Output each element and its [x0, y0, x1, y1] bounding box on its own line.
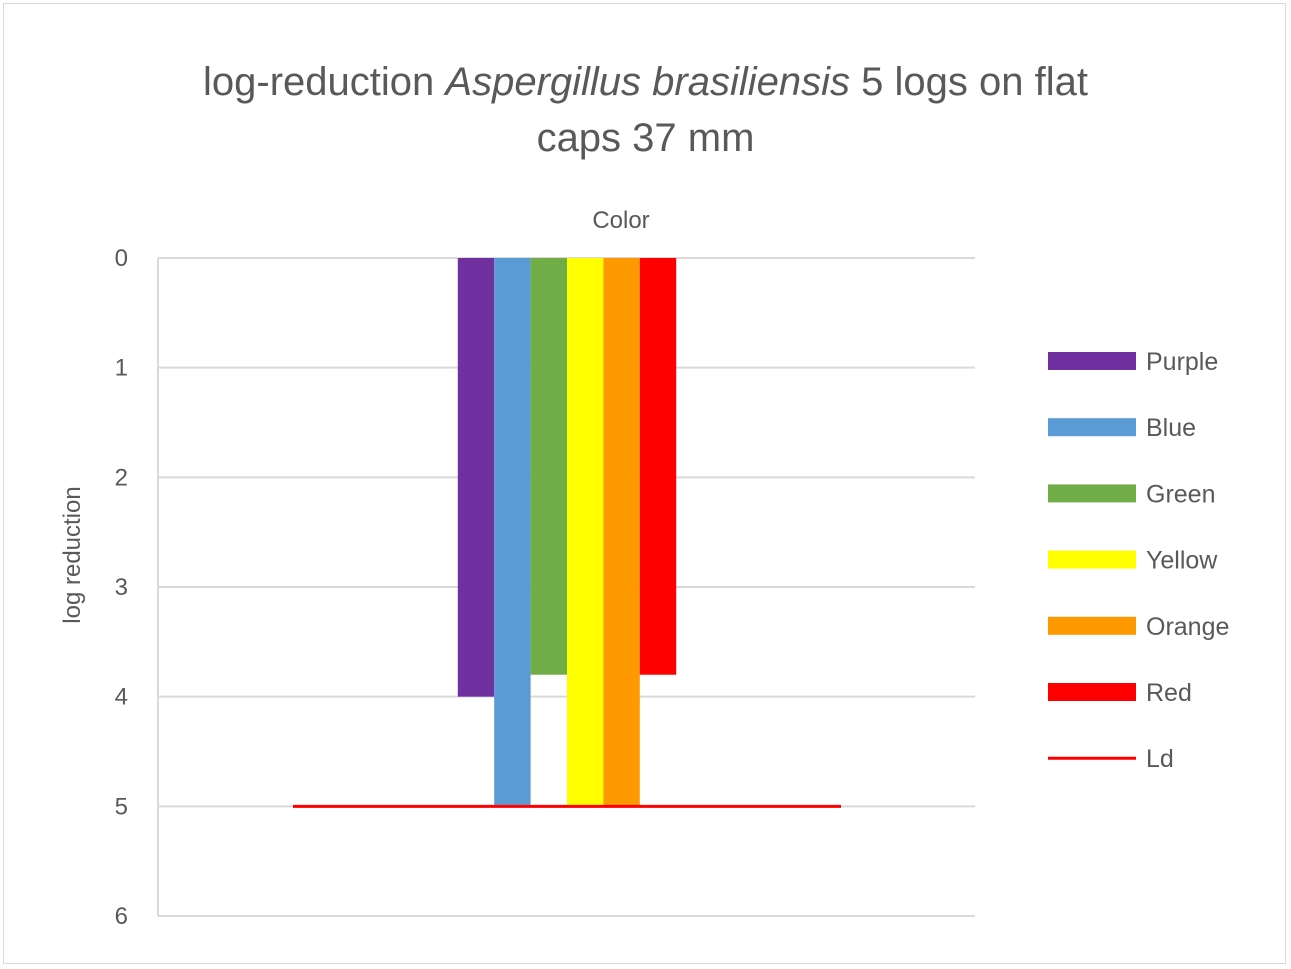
y-tick-label: 4 [115, 684, 128, 711]
x-axis-label: Color [592, 207, 649, 234]
legend-swatch-yellow [1048, 550, 1136, 569]
legend-label-orange: Orange [1146, 613, 1229, 641]
y-tick-label: 5 [115, 793, 128, 820]
legend-swatch-purple [1048, 352, 1136, 370]
bar-blue [494, 258, 531, 807]
legend-swatch-blue [1048, 418, 1136, 437]
legend-label-blue: Blue [1146, 414, 1196, 442]
y-axis-tick-labels: 0 1 2 3 4 5 6 [115, 245, 128, 930]
bar-yellow [567, 258, 604, 807]
bar-green [530, 258, 567, 675]
chart-title-suffix: 5 logs on flat [850, 60, 1088, 104]
y-tick-label: 6 [115, 903, 128, 930]
bar-red [639, 258, 677, 675]
legend-label-yellow: Yellow [1146, 547, 1218, 575]
bar-orange [603, 258, 640, 807]
chart-title-prefix: log-reduction [203, 60, 446, 104]
chart-title: log-reduction Aspergillus brasiliensis 5… [0, 54, 1291, 166]
legend-label-ld: Ld [1146, 745, 1174, 773]
y-tick-label: 1 [115, 355, 128, 382]
legend-swatch-red [1048, 683, 1136, 701]
bar-purple [457, 258, 495, 697]
legend-label-red: Red [1146, 679, 1192, 707]
y-tick-label: 2 [115, 464, 128, 491]
bars [457, 258, 677, 807]
legend: Purple Blue Green Yellow Orange Red Ld [1048, 348, 1229, 773]
chart-title-line2: caps 37 mm [536, 116, 755, 160]
y-tick-label: 3 [115, 574, 128, 601]
y-tick-label: 0 [115, 245, 128, 272]
y-axis-label: log reduction [59, 486, 86, 623]
legend-label-purple: Purple [1146, 348, 1218, 376]
chart-title-organism: Aspergillus brasiliensis [445, 60, 851, 104]
legend-swatch-green [1048, 484, 1136, 503]
legend-label-green: Green [1146, 480, 1215, 508]
legend-swatch-orange [1048, 616, 1136, 635]
